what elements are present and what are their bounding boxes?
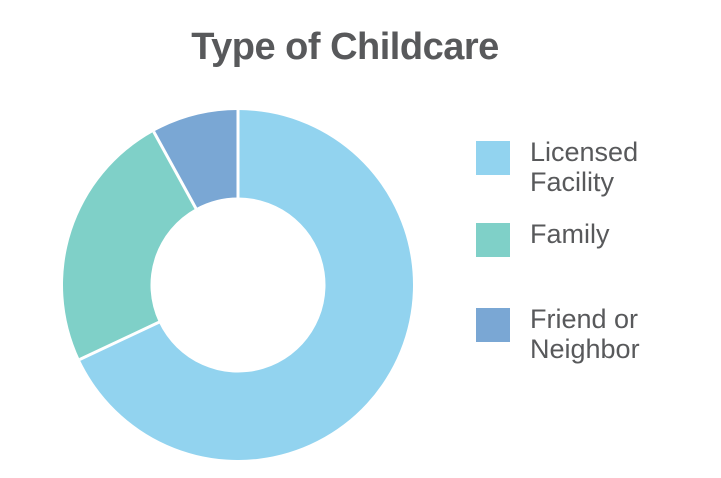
donut-chart (63, 110, 413, 460)
legend-label-licensed-facility: Licensed Facility (530, 137, 639, 197)
legend-swatch-licensed-facility (476, 141, 510, 175)
legend-item-friend-or-neighbor: Friend or Neighbor (476, 304, 702, 364)
donut-slice-friend-or-neighbor (153, 110, 238, 209)
legend: Licensed Facility Family Friend or Neigh… (476, 0, 706, 478)
chart-title: Type of Childcare (191, 26, 499, 68)
legend-swatch-family (476, 223, 510, 257)
legend-swatch-friend-or-neighbor (476, 308, 510, 342)
legend-item-family: Family (476, 219, 702, 257)
legend-label-friend-or-neighbor: Friend or Neighbor (530, 304, 640, 364)
slice-separator (79, 320, 161, 361)
donut-slice-licensed-facility (79, 110, 413, 460)
legend-label-family: Family (530, 219, 610, 249)
legend-item-licensed-facility: Licensed Facility (476, 137, 702, 197)
slice-separator (152, 130, 198, 211)
donut-slice-family (63, 131, 196, 360)
